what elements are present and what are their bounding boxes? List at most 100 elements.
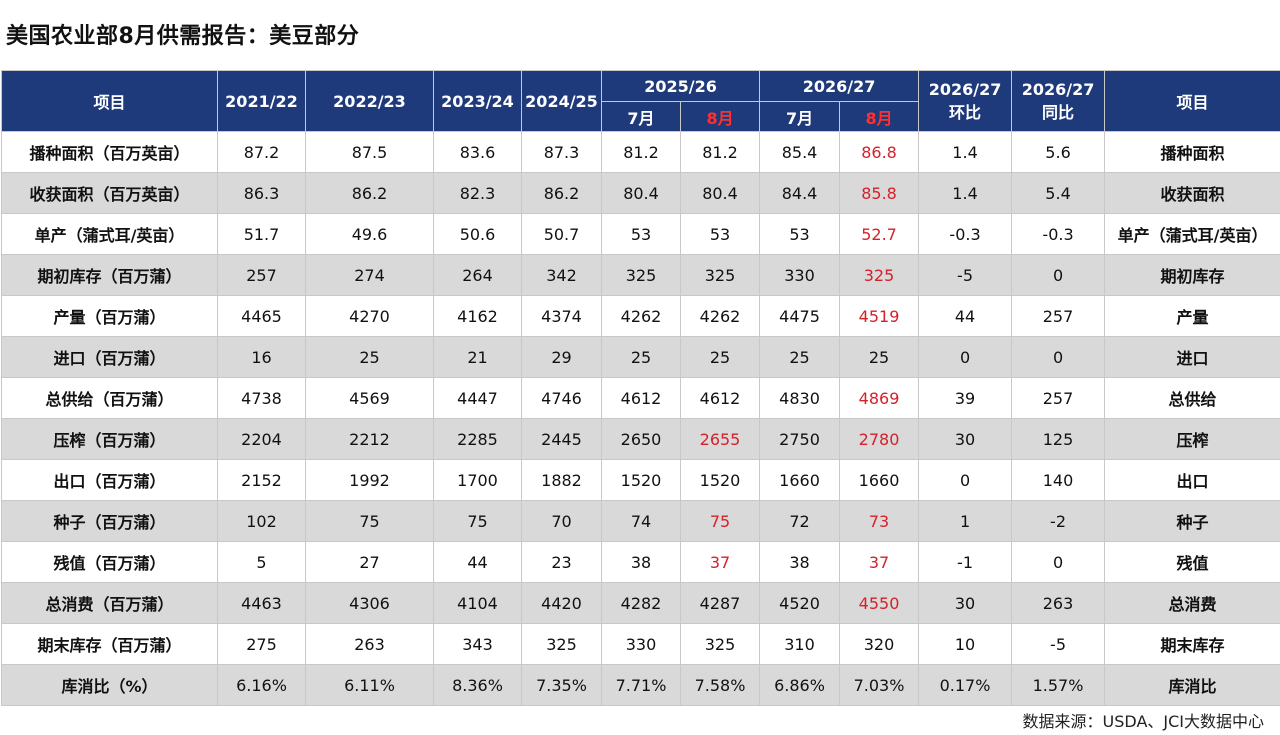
row-label-right: 总消费 — [1104, 582, 1280, 624]
table-cell: 27 — [305, 541, 434, 583]
table-row: 残值（百万蒲） 5 27 44 23 38 37 38 37 -1 0 残值 — [1, 541, 1280, 583]
table-cell: 2750 — [759, 418, 841, 460]
table-cell: 7.71% — [601, 664, 681, 706]
table-cell: 4162 — [433, 295, 522, 337]
table-cell: 1.4 — [918, 172, 1013, 214]
header-year-2324: 2023/24 — [433, 70, 522, 132]
table-cell: 257 — [217, 254, 306, 296]
table-cell: 1660 — [839, 459, 920, 501]
row-label-right: 总供给 — [1104, 377, 1280, 419]
table-cell: 4869 — [839, 377, 920, 419]
table-cell: 50.7 — [521, 213, 602, 255]
table-cell: 4520 — [759, 582, 841, 624]
table-cell: 4104 — [433, 582, 522, 624]
table-cell: 75 — [679, 500, 761, 542]
table-cell: 330 — [759, 254, 841, 296]
header-yoy: 2026/27 同比 — [1011, 70, 1106, 132]
header-2627-jul: 7月 — [759, 101, 841, 132]
table-cell: 86.8 — [839, 131, 920, 173]
table-cell: 257 — [1011, 377, 1106, 419]
supply-demand-table: 项目 2021/22 2022/23 2023/24 2024/25 2025/… — [1, 70, 1280, 706]
row-label-right: 期末库存 — [1104, 623, 1280, 665]
header-2526-jul: 7月 — [601, 101, 681, 132]
table-cell: 4519 — [839, 295, 920, 337]
table-cell: 330 — [601, 623, 681, 665]
table-cell: 320 — [839, 623, 920, 665]
table-cell: 37 — [679, 541, 761, 583]
table-cell: 263 — [305, 623, 434, 665]
table-row: 总供给（百万蒲） 4738 4569 4447 4746 4612 4612 4830 4869… — [1, 377, 1280, 419]
table-cell: 70 — [521, 500, 602, 542]
row-label: 残值（百万蒲） — [1, 541, 218, 583]
table-cell: 7.58% — [679, 664, 761, 706]
table-cell: 29 — [521, 336, 602, 378]
table-cell: 81.2 — [679, 131, 761, 173]
table-cell: 2655 — [679, 418, 761, 460]
row-label: 进口（百万蒲） — [1, 336, 218, 378]
table-cell: 325 — [839, 254, 920, 296]
table-cell: -0.3 — [1011, 213, 1106, 255]
row-label-right: 种子 — [1104, 500, 1280, 542]
table-cell: -5 — [1011, 623, 1106, 665]
table-cell: 1.57% — [1011, 664, 1106, 706]
table-cell: 4463 — [217, 582, 306, 624]
table-cell: 38 — [759, 541, 841, 583]
table-cell: 8.36% — [433, 664, 522, 706]
table-cell: 7.03% — [839, 664, 920, 706]
table-cell: 25 — [305, 336, 434, 378]
table-cell: 4612 — [679, 377, 761, 419]
table-cell: 6.11% — [305, 664, 434, 706]
table-row: 产量（百万蒲） 4465 4270 4162 4374 4262 4262 4475 4519 4… — [1, 295, 1280, 337]
header-mom-year: 2026/27 — [928, 79, 1002, 99]
table-cell: 274 — [305, 254, 434, 296]
table-cell: 1992 — [305, 459, 434, 501]
table-cell: 30 — [918, 582, 1013, 624]
header-year-2627: 2026/27 — [759, 70, 920, 102]
row-label: 播种面积（百万英亩） — [1, 131, 218, 173]
row-label-right: 库消比 — [1104, 664, 1280, 706]
table-cell: 87.5 — [305, 131, 434, 173]
table-cell: 0 — [1011, 541, 1106, 583]
table-cell: 25 — [839, 336, 920, 378]
table-cell: 85.4 — [759, 131, 841, 173]
table-cell: 342 — [521, 254, 602, 296]
table-cell: 84.4 — [759, 172, 841, 214]
row-label: 种子（百万蒲） — [1, 500, 218, 542]
page-title: 美国农业部8月供需报告：美豆部分 — [6, 24, 360, 49]
table-cell: 325 — [679, 623, 761, 665]
table-cell: 4465 — [217, 295, 306, 337]
table-cell: 86.2 — [305, 172, 434, 214]
table-cell: 39 — [918, 377, 1013, 419]
table-cell: 275 — [217, 623, 306, 665]
table-cell: 325 — [601, 254, 681, 296]
table-cell: 53 — [759, 213, 841, 255]
table-cell: 2780 — [839, 418, 920, 460]
table-row: 总消费（百万蒲） 4463 4306 4104 4420 4282 4287 4520 4550… — [1, 582, 1280, 624]
table-cell: 4746 — [521, 377, 602, 419]
table-cell: 5.4 — [1011, 172, 1106, 214]
table-cell: 75 — [433, 500, 522, 542]
row-label: 单产（蒲式耳/英亩） — [1, 213, 218, 255]
table-cell: 81.2 — [601, 131, 681, 173]
table-cell: 86.2 — [521, 172, 602, 214]
table-body: 播种面积（百万英亩） 87.2 87.5 83.6 87.3 81.2 81.2 85.4 86… — [1, 131, 1280, 706]
table-cell: 53 — [679, 213, 761, 255]
table-cell: 263 — [1011, 582, 1106, 624]
header-2627-aug: 8月 — [839, 101, 920, 132]
row-label: 期初库存（百万蒲） — [1, 254, 218, 296]
row-label: 期末库存（百万蒲） — [1, 623, 218, 665]
table-cell: 25 — [601, 336, 681, 378]
table-row: 出口（百万蒲） 2152 1992 1700 1882 1520 1520 1660 1660 0… — [1, 459, 1280, 501]
table-cell: 51.7 — [217, 213, 306, 255]
table-cell: 4475 — [759, 295, 841, 337]
row-label: 产量（百万蒲） — [1, 295, 218, 337]
table-cell: 21 — [433, 336, 522, 378]
table-cell: 343 — [433, 623, 522, 665]
header-mom-label: 环比 — [949, 102, 982, 122]
table-cell: 0.17% — [918, 664, 1013, 706]
table-cell: 53 — [601, 213, 681, 255]
table-cell: 325 — [679, 254, 761, 296]
row-label: 库消比（%） — [1, 664, 218, 706]
table-cell: -2 — [1011, 500, 1106, 542]
table-cell: 4550 — [839, 582, 920, 624]
